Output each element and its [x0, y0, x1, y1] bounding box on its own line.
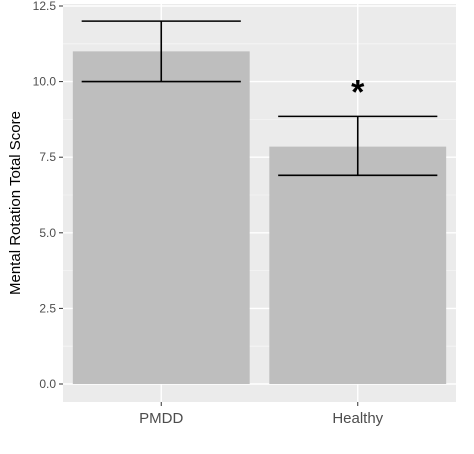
- x-axis-ticks: PMDD Healthy: [139, 402, 384, 427]
- y-tick-label: 5.0: [39, 226, 56, 240]
- error-bar-pmdd: [81, 20, 241, 83]
- y-tick-label: 12.5: [33, 0, 57, 13]
- annotations: *: [351, 73, 365, 111]
- y-tick-label: 2.5: [39, 301, 56, 315]
- bar-healthy: [269, 146, 447, 384]
- bars: [72, 51, 447, 385]
- x-tick-label: PMDD: [139, 410, 183, 427]
- y-tick-label: 7.5: [39, 150, 56, 164]
- y-axis-ticks: 0.0 2.5 5.0 7.5 10.0 12.5: [33, 0, 63, 391]
- x-tick-label: Healthy: [332, 410, 383, 427]
- error-bars: [81, 20, 438, 177]
- y-tick-label: 10.0: [33, 75, 57, 89]
- error-bar-healthy: [278, 115, 438, 177]
- y-axis-title: Mental Rotation Total Score: [7, 111, 24, 295]
- y-tick-label: 0.0: [39, 377, 56, 391]
- bar-pmdd: [72, 51, 250, 385]
- significance-asterisk: *: [351, 73, 365, 111]
